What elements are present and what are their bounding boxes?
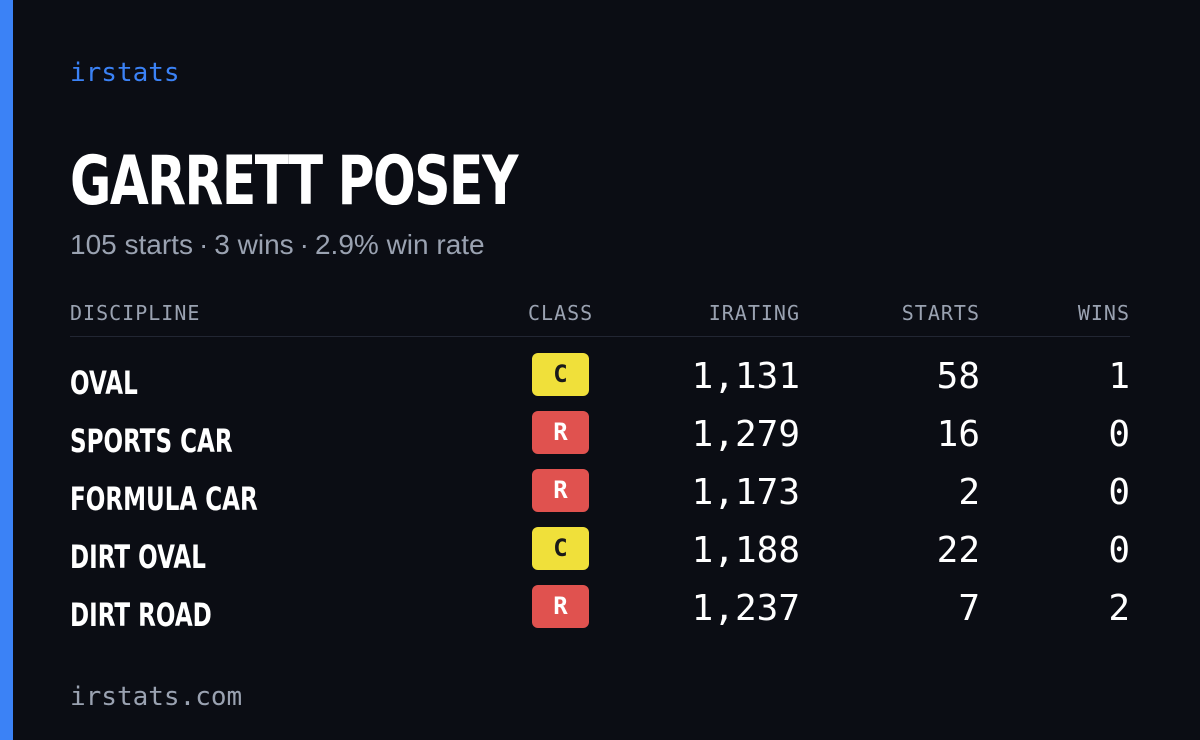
header-discipline: DISCIPLINE <box>70 301 201 325</box>
wins-value: 1 <box>1108 356 1130 397</box>
table-row: OVAL C 1,131 58 1 <box>70 353 1130 411</box>
starts-value: 58 <box>936 356 980 397</box>
brand-logo-text: irstats <box>70 58 180 88</box>
irating-value: 1,188 <box>691 530 800 571</box>
table-header: DISCIPLINE CLASS IRATING STARTS WINS <box>70 298 1130 337</box>
class-badge: R <box>532 585 589 628</box>
summary-win-rate: 2.9% win rate <box>314 229 485 260</box>
class-badge: C <box>532 353 589 396</box>
table-row: FORMULA CAR R 1,173 2 0 <box>70 469 1130 527</box>
irating-value: 1,279 <box>691 414 800 455</box>
class-badge: R <box>532 411 589 454</box>
header-irating: IRATING <box>708 301 800 325</box>
summary-line: 105 starts · 3 wins · 2.9% win rate <box>70 228 485 262</box>
class-badge: C <box>532 527 589 570</box>
starts-value: 7 <box>958 588 980 629</box>
discipline-name: DIRT ROAD <box>70 596 212 634</box>
footer-url: irstats.com <box>70 682 243 712</box>
header-starts: STARTS <box>901 301 980 325</box>
stats-table: DISCIPLINE CLASS IRATING STARTS WINS OVA… <box>70 298 1130 643</box>
starts-value: 22 <box>936 530 980 571</box>
summary-separator: · <box>198 229 209 260</box>
wins-value: 0 <box>1108 530 1130 571</box>
irating-value: 1,237 <box>691 588 800 629</box>
wins-value: 0 <box>1108 414 1130 455</box>
discipline-name: SPORTS CAR <box>70 422 233 460</box>
table-row: SPORTS CAR R 1,279 16 0 <box>70 411 1130 469</box>
table-row: DIRT OVAL C 1,188 22 0 <box>70 527 1130 585</box>
table-body: OVAL C 1,131 58 1 SPORTS CAR R 1,279 16 … <box>70 337 1130 643</box>
header-wins: WINS <box>1077 301 1130 325</box>
irating-value: 1,131 <box>691 356 800 397</box>
irating-value: 1,173 <box>691 472 800 513</box>
starts-value: 2 <box>958 472 980 513</box>
wins-value: 2 <box>1108 588 1130 629</box>
discipline-name: DIRT OVAL <box>70 538 206 576</box>
discipline-name: FORMULA CAR <box>70 480 258 518</box>
summary-separator: · <box>299 229 309 260</box>
summary-starts: 105 starts <box>70 229 193 260</box>
wins-value: 0 <box>1108 472 1130 513</box>
table-row: DIRT ROAD R 1,237 7 2 <box>70 585 1130 643</box>
discipline-name: OVAL <box>70 364 138 402</box>
class-badge: R <box>532 469 589 512</box>
summary-wins: 3 wins <box>214 229 294 260</box>
accent-bar <box>0 0 13 740</box>
header-class: CLASS <box>528 301 594 325</box>
starts-value: 16 <box>936 414 980 455</box>
driver-name: GARRETT POSEY <box>70 142 518 221</box>
